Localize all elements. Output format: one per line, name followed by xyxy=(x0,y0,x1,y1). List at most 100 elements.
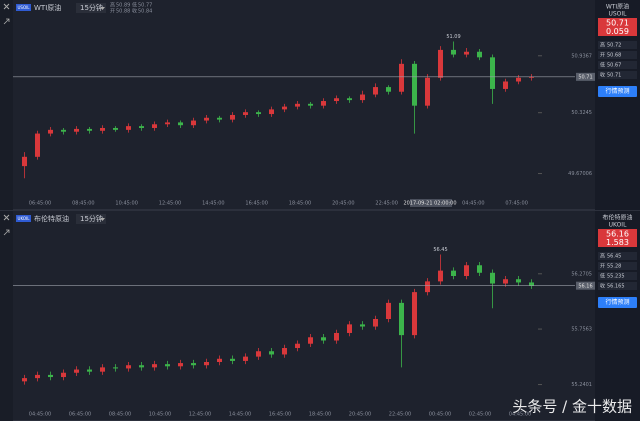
interval-select[interactable] xyxy=(76,3,106,13)
price-tag-text: 56.16 xyxy=(578,283,592,289)
candle-body xyxy=(87,369,92,372)
candle-body xyxy=(48,374,53,378)
candle-body xyxy=(399,302,404,336)
time-label: 07:45:00 xyxy=(505,201,527,207)
candle-body xyxy=(477,51,482,58)
peak-label: 51.09 xyxy=(446,34,460,40)
candle-body xyxy=(360,94,365,101)
candle-body xyxy=(282,348,287,355)
candle-body xyxy=(516,77,521,82)
stat-value: 50.67 xyxy=(607,63,621,69)
candle-body xyxy=(516,279,521,283)
stat-label: 低 xyxy=(600,273,605,280)
quote-name: WTI原油 xyxy=(606,3,629,11)
candle-body xyxy=(386,87,391,92)
time-label: 18:45:00 xyxy=(289,201,311,207)
stat-label: 收 xyxy=(600,72,605,79)
peak-label: 56.45 xyxy=(433,247,447,253)
stat-row xyxy=(598,41,637,49)
forecast-button[interactable] xyxy=(598,86,637,97)
time-label: 08:45:00 xyxy=(109,412,131,418)
candle-body xyxy=(230,114,235,120)
chart-panel xyxy=(0,211,595,421)
candle-body xyxy=(165,122,170,125)
dropdown-arrow xyxy=(100,7,105,10)
candle-body xyxy=(399,63,404,92)
candle-body xyxy=(152,124,157,128)
time-label: 22:45:00 xyxy=(389,412,411,418)
candle-body xyxy=(464,265,469,276)
candle-body xyxy=(490,57,495,89)
time-label: 08:45:00 xyxy=(72,201,94,207)
candle-body xyxy=(243,112,248,115)
expand-icon xyxy=(3,229,10,236)
candle-body xyxy=(529,282,534,286)
price-tag xyxy=(576,281,595,290)
stat-label: 收 xyxy=(600,283,605,290)
stat-row xyxy=(598,61,637,69)
symbol-badge xyxy=(16,4,31,11)
candle-body xyxy=(347,98,352,101)
interval[interactable]: 15分钟 xyxy=(80,3,103,12)
symbol-badge-text: USOIL xyxy=(17,5,30,10)
candle-body xyxy=(35,374,40,379)
candle-body xyxy=(178,363,183,367)
candle-body xyxy=(347,324,352,333)
time-label: 14:45:00 xyxy=(202,201,224,207)
quote-name: 布伦特原油 xyxy=(602,214,632,222)
candle-body xyxy=(61,129,66,132)
candle-body xyxy=(451,270,456,276)
close-icon xyxy=(3,214,10,221)
time-label: 02:45:00 xyxy=(469,412,491,418)
candle-body xyxy=(35,133,40,157)
candle-body xyxy=(425,77,430,106)
interval[interactable]: 15分钟 xyxy=(80,214,103,223)
stat-label: 低 xyxy=(600,62,605,69)
candle-body xyxy=(308,103,313,106)
forecast-button-text[interactable]: 行情预测 xyxy=(605,87,629,95)
candle-body xyxy=(490,272,495,284)
close-icon xyxy=(3,3,10,10)
y-tick-label: 50.9367 xyxy=(571,53,592,59)
candle-body xyxy=(139,365,144,368)
watermark: 头条号 / 金十数据 xyxy=(512,398,632,416)
candle-body xyxy=(334,332,339,341)
candle-body xyxy=(22,156,27,167)
time-label: 14:45:00 xyxy=(229,412,251,418)
toolbar xyxy=(0,0,13,210)
candle-body xyxy=(48,129,53,134)
candle-body xyxy=(256,351,261,357)
quote-price: 56.16 xyxy=(606,230,629,239)
stat-row xyxy=(598,71,637,79)
chart-title: WTI原油 xyxy=(34,3,61,12)
candle-body xyxy=(503,81,508,89)
stat-label: 开 xyxy=(600,53,605,59)
time-label: 06:45:00 xyxy=(69,412,91,418)
candle-body xyxy=(100,127,105,131)
candle-body xyxy=(360,324,365,327)
quote-price-box xyxy=(598,18,637,36)
candle-body xyxy=(386,302,391,319)
forecast-button[interactable] xyxy=(598,297,637,308)
header-stat-value: 50.84 xyxy=(138,9,152,15)
candle-body xyxy=(321,337,326,341)
candle-body xyxy=(529,76,534,78)
y-tick-label: 50.3245 xyxy=(571,110,592,116)
candle-body xyxy=(321,101,326,106)
time-highlight xyxy=(410,199,452,207)
header-stat-label: 开 xyxy=(110,9,115,15)
forecast-button-text[interactable]: 行情预测 xyxy=(605,298,629,306)
time-label: 12:45:00 xyxy=(159,201,181,207)
quote-change: 0.059 xyxy=(606,27,629,36)
stat-row xyxy=(598,282,637,290)
time-label: 10:45:00 xyxy=(149,412,171,418)
candle-body xyxy=(412,292,417,336)
y-tick-label: 55.2401 xyxy=(571,382,592,388)
candle-body xyxy=(113,367,118,369)
interval-select[interactable] xyxy=(76,214,106,224)
candle-body xyxy=(230,358,235,361)
time-label: 04:45:00 xyxy=(29,412,51,418)
dropdown-arrow xyxy=(100,218,105,221)
candle-body xyxy=(477,265,482,273)
